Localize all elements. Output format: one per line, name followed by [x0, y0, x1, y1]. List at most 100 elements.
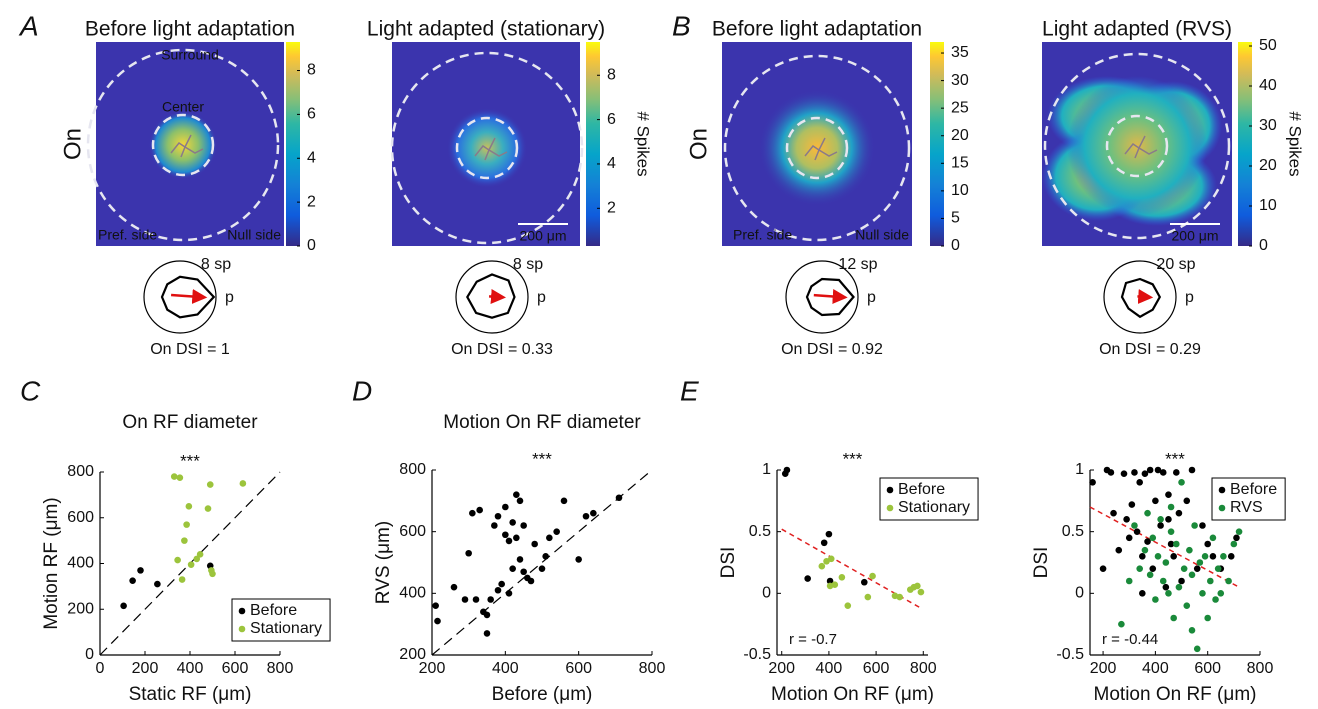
data-point — [129, 577, 136, 584]
data-point — [1212, 596, 1219, 603]
data-point — [1165, 516, 1172, 523]
data-point — [1128, 501, 1136, 508]
data-point — [487, 596, 494, 603]
x-tick-label: 800 — [267, 660, 294, 677]
colorbar-tick-label: 40 — [1259, 77, 1277, 94]
data-point — [531, 540, 538, 548]
surround-ring — [723, 54, 911, 242]
data-point — [1123, 516, 1130, 523]
legend-marker — [886, 504, 894, 512]
colorbar-tick-label: 15 — [951, 155, 969, 172]
data-point — [1167, 503, 1175, 511]
tuning-curve — [160, 275, 216, 319]
data-point — [1162, 583, 1170, 591]
center-ring — [1105, 114, 1169, 178]
data-point — [1217, 590, 1225, 597]
colorbar-tick-label: 0 — [307, 237, 316, 254]
panel-letter: A — [18, 10, 39, 41]
x-tick-label: 800 — [910, 660, 937, 677]
data-point — [1154, 553, 1162, 560]
colorbar-tick-label: 30 — [1259, 117, 1277, 134]
y-axis-label: Motion RF (μm) — [41, 497, 62, 629]
x-tick-label: 400 — [492, 660, 519, 677]
colorbar-tick-label: 6 — [607, 111, 616, 128]
data-point — [1183, 602, 1191, 609]
data-point — [509, 519, 516, 526]
data-point — [1199, 590, 1206, 597]
data-point — [1133, 528, 1141, 535]
x-tick-label: 400 — [177, 660, 204, 677]
colorbar-tick-label: 35 — [951, 44, 969, 61]
colorbar-tick-label: 0 — [1259, 237, 1268, 254]
data-point — [917, 588, 925, 596]
colorbar-tick-label: 4 — [607, 155, 616, 172]
data-point — [1188, 571, 1196, 579]
data-point — [196, 551, 204, 558]
data-point — [1110, 509, 1117, 517]
data-point — [1225, 577, 1232, 585]
data-point — [1144, 509, 1151, 517]
data-point — [1141, 470, 1149, 478]
data-point — [1188, 466, 1196, 474]
data-point — [590, 509, 597, 517]
surround-ring — [390, 51, 584, 245]
data-point — [178, 576, 186, 583]
annotation: Surround — [161, 47, 219, 63]
data-point — [1227, 553, 1235, 560]
colorbar-tick-label: 2 — [307, 193, 316, 210]
dsi-vector — [1137, 289, 1154, 304]
center-ring — [151, 113, 215, 177]
data-point — [185, 503, 193, 510]
pref-label: p — [537, 289, 546, 306]
legend-label: Before — [250, 602, 297, 619]
x-tick-label: 400 — [1142, 660, 1169, 677]
data-point — [465, 549, 472, 557]
data-point — [1125, 534, 1133, 542]
data-point — [575, 556, 582, 563]
dsi-vector — [813, 289, 848, 304]
legend-label: Before — [898, 481, 945, 498]
y-tick-label: 0 — [1075, 585, 1084, 602]
legend-marker — [1218, 486, 1226, 494]
data-point — [1178, 479, 1185, 486]
data-point — [1131, 522, 1138, 529]
y-tick-label: -0.5 — [743, 646, 771, 663]
colorbar-tick-label: 8 — [607, 66, 616, 83]
data-point — [1183, 497, 1191, 505]
legend-box — [231, 598, 331, 642]
legend-label: Stationary — [250, 620, 322, 637]
x-tick-label: 0 — [96, 660, 105, 677]
data-point — [542, 553, 549, 560]
data-point — [183, 521, 190, 528]
data-point — [825, 530, 833, 538]
data-point — [469, 509, 476, 517]
y-tick-label: 400 — [67, 555, 94, 572]
data-point — [520, 522, 527, 529]
y-tick-label: 0 — [85, 646, 94, 663]
pref-label: p — [1185, 289, 1194, 306]
data-point — [494, 586, 502, 594]
data-point — [176, 474, 184, 482]
data-point — [869, 572, 876, 580]
data-point — [827, 555, 835, 563]
data-point — [844, 602, 852, 609]
data-point — [1118, 620, 1125, 628]
data-point — [1196, 559, 1204, 566]
dsi-vector — [171, 289, 208, 304]
data-point — [434, 617, 441, 625]
data-point — [1175, 583, 1183, 591]
x-tick-label: 800 — [1247, 660, 1274, 677]
legend-box — [879, 477, 979, 521]
data-point — [206, 481, 214, 488]
data-point — [520, 568, 527, 576]
tuning-curve — [805, 277, 855, 317]
data-point — [615, 494, 623, 502]
data-point — [505, 590, 513, 597]
data-point — [1139, 590, 1146, 597]
colorbar-tick-label: 50 — [1259, 37, 1277, 54]
data-point — [1125, 577, 1133, 585]
panel-letter: C — [20, 375, 41, 406]
